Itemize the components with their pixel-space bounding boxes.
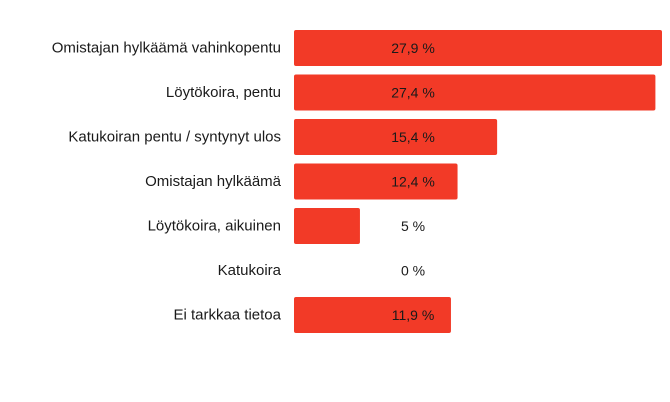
category-label: Löytökoira, pentu	[166, 84, 281, 101]
value-label: 11,9 %	[392, 307, 435, 323]
bar	[294, 163, 458, 200]
value-label: 0 %	[401, 263, 425, 279]
category-label: Ei tarkkaa tietoa	[173, 307, 281, 324]
bar	[294, 119, 498, 155]
value-label: 27,4 %	[391, 85, 435, 101]
category-label: Omistajan hylkäämä	[145, 173, 282, 190]
category-label: Katukoira	[218, 262, 282, 279]
bar	[294, 208, 360, 244]
value-label: 5 %	[401, 218, 425, 234]
value-label: 12,4 %	[391, 174, 435, 190]
bar	[294, 297, 451, 333]
value-label: 15,4 %	[391, 129, 435, 145]
category-label: Löytökoira, aikuinen	[148, 218, 281, 235]
bar	[294, 30, 662, 66]
value-label: 27,9 %	[391, 40, 435, 56]
category-label: Katukoiran pentu / syntynyt ulos	[68, 129, 281, 146]
bar	[294, 74, 656, 111]
category-label: Omistajan hylkäämä vahinkopentu	[52, 40, 281, 57]
